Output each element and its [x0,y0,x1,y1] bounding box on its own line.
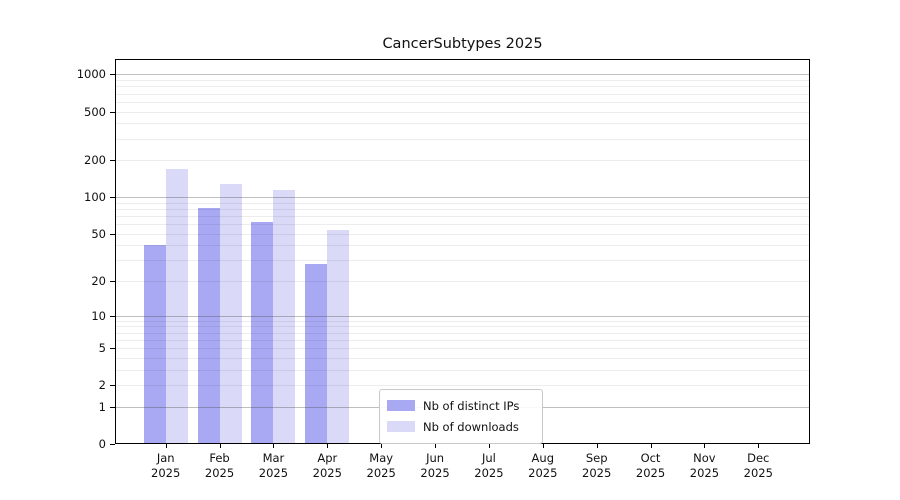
y-tick-label-200: 200 [84,153,106,168]
y-tick-label-0: 0 [98,437,106,451]
y-tick-mark-2 [110,385,115,387]
y-tick-mark-1 [110,406,115,408]
bar-apr-distinct-ips [305,263,328,444]
y-tick-mark-5 [110,348,115,350]
gridline-20 [115,281,810,283]
x-tick-mark-jan [165,444,167,448]
gridline-100 [115,197,810,199]
gridline-900 [115,80,810,82]
x-tick-mark-jun [435,444,437,448]
bar-mar-distinct-ips [251,222,274,444]
bar-feb-downloads [219,184,242,444]
bar-apr-downloads [327,229,350,444]
y-tick-label-10: 10 [91,308,106,323]
plot-area: Nb of distinct IPs Nb of downloads [115,59,810,444]
gridline-70 [115,216,810,218]
gridline-7 [115,332,810,334]
x-tick-mark-aug [542,444,544,448]
gridline-600 [115,101,810,103]
gridline-400 [115,123,810,125]
x-tick-mark-sep [596,444,598,448]
y-tick-mark-10 [110,315,115,317]
y-tick-label-5: 5 [98,341,106,356]
gridline-500 [115,111,810,113]
x-tick-label-dec: Dec 2025 [743,451,773,480]
y-tick-mark-100 [110,197,115,199]
x-tick-mark-oct [650,444,652,448]
y-tick-label-500: 500 [84,104,106,119]
x-tick-label-aug: Aug 2025 [528,451,558,480]
y-tick-mark-0 [110,444,115,445]
gridline-9 [115,320,810,322]
bar-jan-distinct-ips [143,245,166,444]
x-tick-mark-apr [327,444,329,448]
gridline-90 [115,202,810,204]
gridline-50 [115,233,810,235]
x-tick-label-apr: Apr 2025 [312,451,342,480]
legend-label-distinct-ips: Nb of distinct IPs [423,398,520,413]
y-tick-label-50: 50 [91,226,106,241]
y-tick-label-20: 20 [91,274,106,289]
gridline-1000 [115,74,810,76]
y-tick-label-100: 100 [84,190,106,205]
gridline-8 [115,326,810,328]
x-tick-mark-may [381,444,383,448]
y-tick-label-1000: 1000 [76,67,106,82]
x-tick-mark-mar [273,444,275,448]
y-tick-mark-20 [110,281,115,283]
bar-feb-distinct-ips [197,208,220,444]
gridline-700 [115,93,810,95]
gridline-60 [115,224,810,226]
x-tick-mark-dec [758,444,760,448]
gridline-5 [115,348,810,350]
x-tick-mark-nov [704,444,706,448]
x-tick-label-mar: Mar 2025 [258,451,289,480]
gridline-80 [115,208,810,210]
legend-swatch-distinct-ips-icon [387,400,415,411]
bar-jan-downloads [165,169,188,444]
legend-label-downloads: Nb of downloads [423,419,519,434]
x-tick-label-jun: Jun 2025 [420,451,450,480]
gridline-40 [115,245,810,247]
y-tick-mark-1000 [110,74,115,76]
bar-mar-downloads [273,189,296,444]
gridline-800 [115,86,810,88]
x-tick-label-jul: Jul 2025 [474,451,504,480]
gridline-6 [115,339,810,341]
gridline-2 [115,385,810,387]
x-tick-label-jan: Jan 2025 [151,451,181,480]
x-tick-label-sep: Sep 2025 [582,451,612,480]
legend-item-distinct-ips: Nb of distinct IPs [387,395,534,416]
legend-item-downloads: Nb of downloads [387,416,534,437]
y-tick-label-2: 2 [98,378,106,393]
legend-swatch-downloads-icon [387,421,415,432]
x-tick-label-may: May 2025 [366,451,396,480]
x-tick-label-oct: Oct 2025 [635,451,666,480]
axis-spine-right [809,59,810,444]
y-tick-mark-200 [110,160,115,162]
x-tick-mark-jul [488,444,490,448]
x-tick-mark-feb [219,444,221,448]
gridline-200 [115,160,810,162]
y-tick-label-1: 1 [98,399,106,414]
chart-title: CancerSubtypes 2025 [382,36,543,52]
gridline-300 [115,138,810,140]
y-tick-mark-50 [110,233,115,235]
gridline-30 [115,260,810,262]
y-tick-mark-500 [110,111,115,113]
gridline-4 [115,357,810,359]
gridline-10 [115,315,810,317]
legend: Nb of distinct IPs Nb of downloads [379,389,543,444]
gridline-3 [115,369,810,371]
axis-spine-left [115,59,116,444]
x-tick-label-feb: Feb 2025 [204,451,235,480]
axis-spine-top [115,59,810,60]
x-tick-label-nov: Nov 2025 [689,451,720,480]
